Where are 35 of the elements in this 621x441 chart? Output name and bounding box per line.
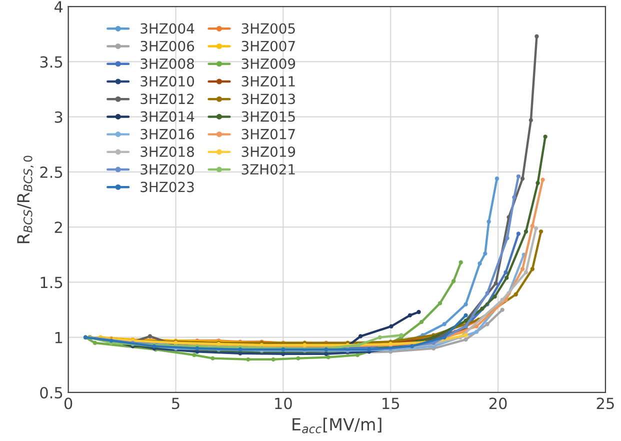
legend-label: 3HZ006 <box>140 40 194 52</box>
x-tick-label: 5 <box>172 398 180 410</box>
y-tick-label: 2.5 <box>40 166 62 178</box>
legend-label: 3HZ023 <box>140 182 194 192</box>
legend-label: 3HZ018 <box>140 146 194 157</box>
y-tick-label: 1 <box>55 332 62 344</box>
x-tick-label: 25 <box>596 398 614 410</box>
y-axis-title: R$_{BCS}$/R$_{BCS,0}$ <box>17 156 34 244</box>
legend-label: 3HZ011 <box>242 76 295 87</box>
legend-label: 3ZH021 <box>242 164 295 175</box>
legend-label: 3HZ013 <box>242 94 295 104</box>
legend-label: 3HZ015 <box>242 111 295 122</box>
y-tick-label: 0.5 <box>40 386 62 399</box>
legend-label: 3HZ004 <box>140 23 194 34</box>
legend-label: 3HZ017 <box>242 128 295 140</box>
x-tick-label: 15 <box>382 398 399 410</box>
y-tick-label: 1.5 <box>40 276 62 288</box>
x-tick-label: 0 <box>64 398 72 410</box>
legend-label: 3HZ019 <box>242 146 296 157</box>
y-tick-label: 3 <box>54 111 62 123</box>
y-tick-label: 3.5 <box>40 56 62 68</box>
legend-label: 3HZ014 <box>140 111 194 122</box>
x-tick-label: 20 <box>489 398 507 410</box>
legend-label: 3HZ009 <box>242 58 296 69</box>
legend-label: 3HZ010 <box>140 76 194 87</box>
legend-label: 3HZ020 <box>140 164 194 175</box>
legend-label: 3HZ008 <box>140 58 194 69</box>
x-tick-label: 10 <box>275 398 292 410</box>
y-tick-label: 4 <box>54 1 63 12</box>
legend-label: 3HZ005 <box>242 23 295 34</box>
legend-label: 3HZ012 <box>140 94 194 104</box>
legend-label: 3HZ016 <box>140 128 194 140</box>
y-tick-label: 2 <box>54 222 62 233</box>
x-axis-title: E$_{acc}$[MV/m] <box>292 418 382 434</box>
legend-label: 3HZ007 <box>242 40 295 52</box>
